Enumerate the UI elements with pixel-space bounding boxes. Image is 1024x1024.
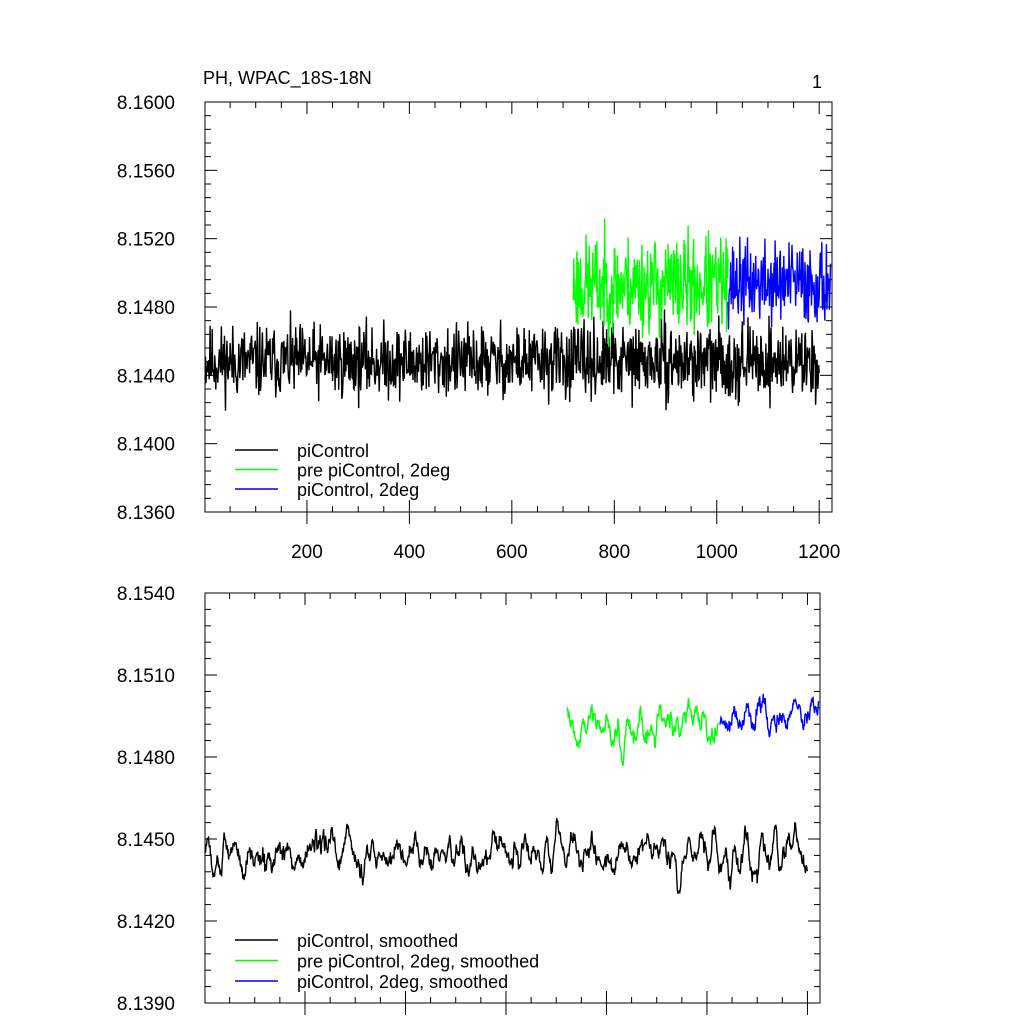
y-tick-label: 8.1480 bbox=[117, 298, 175, 319]
legend-label: pre piControl, 2deg bbox=[297, 461, 450, 481]
y-tick-label: 8.1400 bbox=[117, 435, 175, 456]
y-tick-label: 8.1440 bbox=[117, 366, 175, 387]
x-tick-label: 400 bbox=[394, 542, 426, 563]
plot-frame bbox=[204, 592, 821, 1004]
series-line-pre-picontrol-2deg bbox=[572, 218, 729, 348]
legend-label: piControl, 2deg bbox=[297, 480, 419, 500]
series-line-picontrol bbox=[205, 309, 820, 411]
legend-label: pre piControl, 2deg, smoothed bbox=[297, 952, 539, 972]
x-tick-label: 600 bbox=[496, 542, 528, 563]
x-tick-label: 1000 bbox=[696, 542, 738, 563]
y-tick-label: 8.1390 bbox=[117, 994, 175, 1015]
x-tick-label: 200 bbox=[291, 542, 323, 563]
x-tick-label: 1200 bbox=[798, 542, 840, 563]
legend-label: piControl, 2deg, smoothed bbox=[297, 972, 508, 992]
series-line-picontrol-2deg bbox=[727, 236, 832, 330]
y-tick-label: 8.1600 bbox=[117, 93, 175, 114]
y-tick-label: 8.1480 bbox=[117, 748, 175, 769]
y-tick-label: 8.1520 bbox=[117, 230, 175, 251]
series-line-pre-picontrol-2deg-smoothed bbox=[566, 697, 719, 767]
panel-title: PH, WPAC_18S-18N bbox=[203, 68, 372, 89]
y-tick-label: 8.1540 bbox=[117, 584, 175, 605]
y-tick-label: 8.1510 bbox=[117, 666, 175, 687]
series-line-picontrol-2deg-smoothed bbox=[719, 693, 820, 738]
series-line-picontrol-smoothed bbox=[205, 818, 809, 895]
page-number: 1 bbox=[812, 72, 822, 92]
y-tick-label: 8.1450 bbox=[117, 830, 175, 851]
legend-label: piControl, smoothed bbox=[297, 931, 458, 951]
smoothed-timeseries-panel: 8.1390 8.1420 8.1450 8.1480 8.1510 8.1540 piCo… bbox=[117, 584, 821, 1015]
y-tick-label: 8.1560 bbox=[117, 161, 175, 182]
y-tick-label: 8.1420 bbox=[117, 912, 175, 933]
legend-label: piControl bbox=[297, 441, 369, 461]
x-tick-label: 800 bbox=[598, 542, 630, 563]
y-tick-label: 8.1360 bbox=[117, 503, 175, 524]
raw-timeseries-panel: 8.1360 8.1400 8.1440 8.1480 8.1520 8.1560 8.16… bbox=[117, 93, 840, 563]
